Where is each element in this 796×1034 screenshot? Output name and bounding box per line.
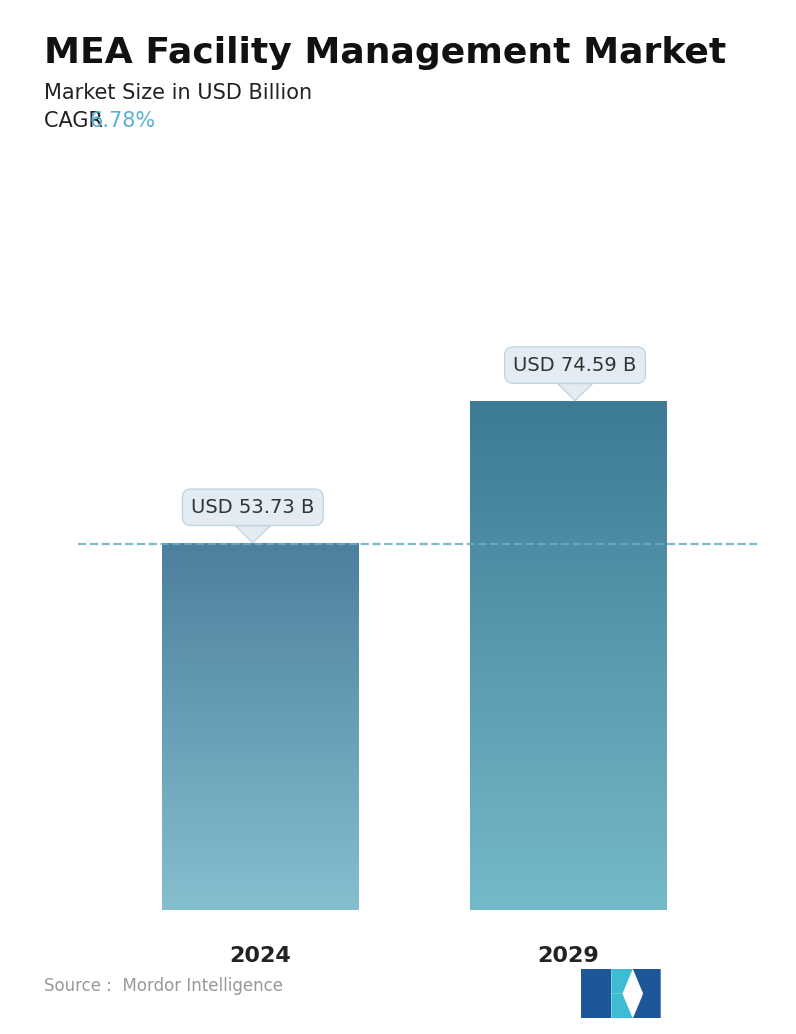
Text: USD 74.59 B: USD 74.59 B: [513, 356, 637, 374]
Polygon shape: [611, 994, 633, 1018]
Text: Source :  Mordor Intelligence: Source : Mordor Intelligence: [44, 977, 283, 995]
Text: 6.78%: 6.78%: [90, 111, 156, 130]
Polygon shape: [557, 384, 592, 401]
Text: 2029: 2029: [537, 946, 599, 966]
Polygon shape: [633, 969, 661, 1018]
Polygon shape: [581, 969, 611, 1018]
Text: USD 53.73 B: USD 53.73 B: [191, 497, 314, 517]
Text: 2024: 2024: [229, 946, 291, 966]
Text: CAGR: CAGR: [44, 111, 109, 130]
Polygon shape: [611, 969, 633, 994]
Text: Market Size in USD Billion: Market Size in USD Billion: [44, 83, 312, 102]
Polygon shape: [236, 525, 271, 543]
Text: MEA Facility Management Market: MEA Facility Management Market: [44, 36, 726, 70]
